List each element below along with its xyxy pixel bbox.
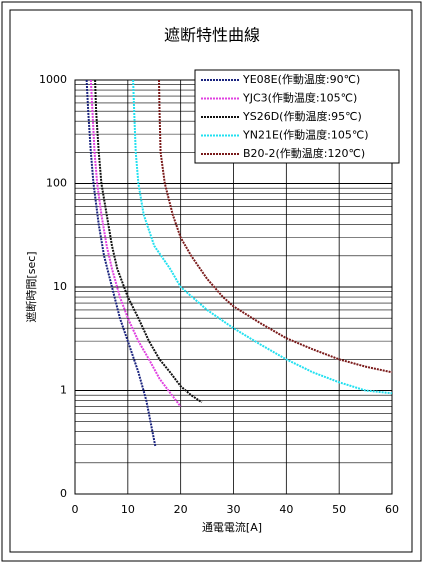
x-tick-label: 30	[227, 503, 241, 516]
x-tick-label: 0	[72, 503, 79, 516]
legend-label: YJC3(作動温度:105℃)	[242, 91, 357, 105]
series-line	[89, 79, 182, 408]
x-tick-label: 40	[279, 503, 293, 516]
chart-frame	[9, 9, 413, 553]
y-axis-label: 遮断時間[sec]	[24, 251, 38, 322]
series-line	[94, 79, 203, 404]
legend-label: YE08E(作動温度:90℃)	[242, 72, 360, 86]
legend-label: YN21E(作動温度:105℃)	[242, 128, 369, 142]
chart-title: 遮断特性曲線	[164, 26, 260, 45]
x-tick-label: 10	[121, 503, 135, 516]
y-tick-label: 1	[60, 384, 67, 397]
y-tick-label: 1000	[39, 73, 67, 86]
x-axis-label: 通電電流[A]	[202, 520, 262, 534]
x-tick-label: 20	[174, 503, 188, 516]
series-line	[158, 79, 393, 374]
y-tick-label: 10	[53, 280, 67, 293]
legend-label: B20-2(作動温度:120℃)	[243, 146, 365, 160]
x-tick-label: 50	[332, 503, 346, 516]
x-tick-label: 60	[385, 503, 399, 516]
y-tick-label: 0	[60, 487, 67, 500]
series-line	[132, 79, 393, 395]
legend-label: YS26D(作動温度:95℃)	[242, 109, 362, 123]
y-tick-label: 100	[46, 177, 67, 190]
series-line	[85, 79, 157, 447]
